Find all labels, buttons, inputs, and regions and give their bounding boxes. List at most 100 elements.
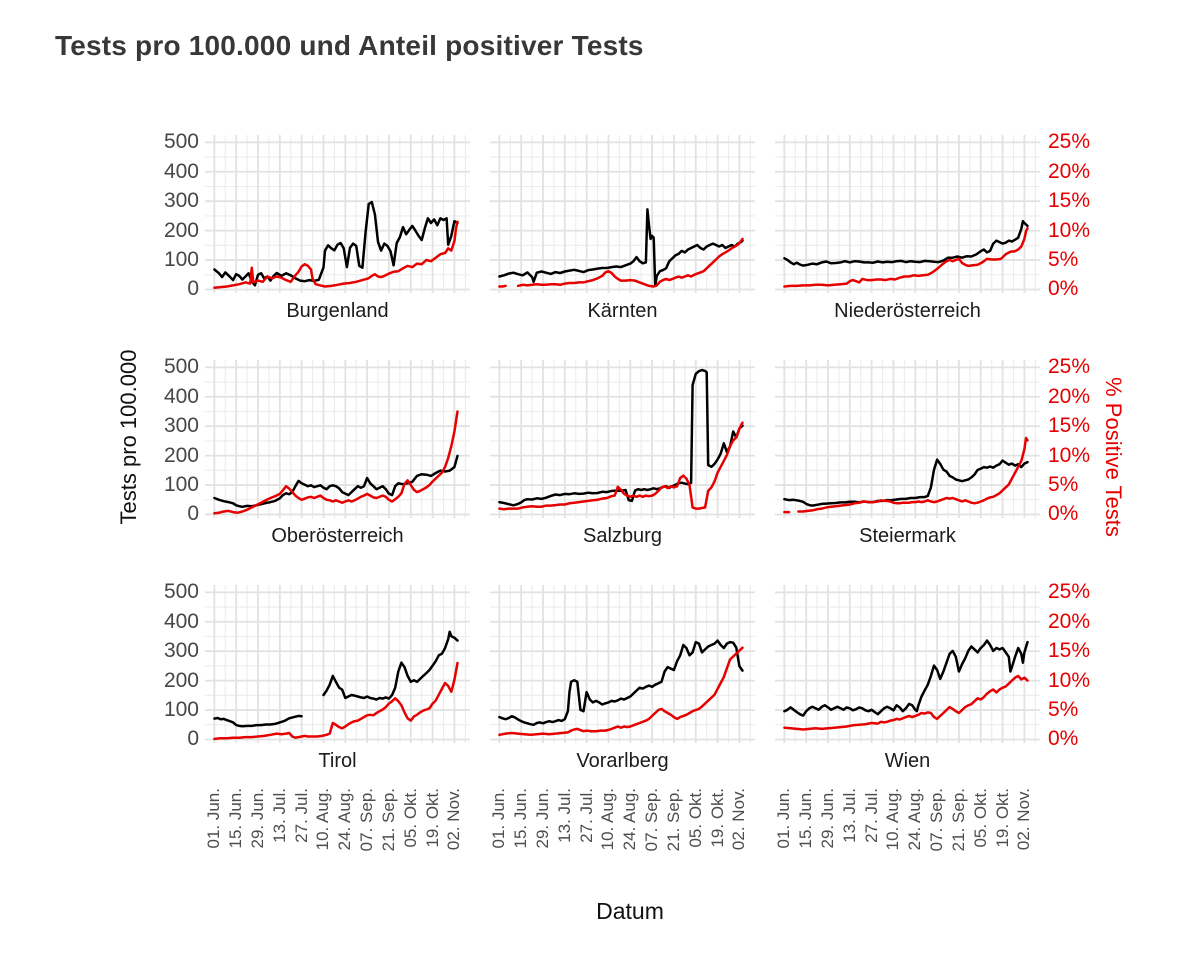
x-tick-label: 02. Nov. xyxy=(1014,788,1034,851)
positive-rate-line xyxy=(213,410,459,515)
tests-line xyxy=(783,219,1029,267)
x-tick-label: 21. Sep. xyxy=(663,788,683,852)
y-tick-left: 300 xyxy=(163,639,199,663)
facet-panel-burgenland xyxy=(205,135,470,293)
positive-rate-line xyxy=(498,421,744,511)
y-tick-left: 300 xyxy=(163,189,199,213)
y-tick-left: 0 xyxy=(187,502,199,526)
positive-rate-line xyxy=(498,284,507,288)
y-tick-right: 0% xyxy=(1048,502,1079,526)
facet-label: Burgenland xyxy=(286,300,389,322)
x-tick-label: 10. Aug. xyxy=(313,788,333,851)
facet-panel-tirol xyxy=(205,585,470,743)
x-tick-label: 15. Jun. xyxy=(796,788,816,849)
y-tick-left: 400 xyxy=(163,609,199,633)
facet-chart xyxy=(490,360,755,518)
x-tick-label: 27. Jul. xyxy=(576,788,596,843)
x-tick-label: 01. Jun. xyxy=(774,788,794,849)
facet-chart xyxy=(205,585,470,743)
tests-line xyxy=(213,714,303,728)
left-axis-title: Tests pro 100.000 xyxy=(116,349,141,525)
tests-line xyxy=(213,454,459,509)
tests-line xyxy=(783,458,1029,507)
x-tick-label: 19. Okt. xyxy=(992,788,1012,848)
facet-chart xyxy=(205,135,470,293)
tests-line xyxy=(213,200,459,287)
x-tick-label: 02. Nov. xyxy=(444,788,464,851)
tests-line xyxy=(498,368,744,507)
y-tick-left: 400 xyxy=(163,159,199,183)
y-tick-right: 10% xyxy=(1048,218,1091,242)
x-tick-label: 19. Okt. xyxy=(422,788,442,848)
y-tick-left: 200 xyxy=(163,218,199,242)
facet-label: Vorarlberg xyxy=(576,750,669,772)
facet-label: Wien xyxy=(884,750,931,772)
facet-label: Salzburg xyxy=(583,525,662,547)
positive-rate-line xyxy=(213,220,459,289)
positive-rate-line xyxy=(783,674,1029,731)
facet-chart xyxy=(775,585,1040,743)
x-tick-label: 19. Okt. xyxy=(707,788,727,848)
facet-label: Niederösterreich xyxy=(834,300,981,322)
x-tick-label: 13. Jul. xyxy=(269,788,289,843)
y-tick-right: 5% xyxy=(1048,248,1079,272)
x-tick-label: 29. Jun. xyxy=(248,788,267,849)
positive-rate-line xyxy=(498,646,744,737)
x-tick-label: 24. Aug. xyxy=(905,788,925,851)
facet-chart xyxy=(775,135,1040,293)
tests-line xyxy=(783,639,1029,717)
y-tick-right: 25% xyxy=(1048,580,1091,604)
x-tick-label: 13. Jul. xyxy=(554,788,574,843)
y-tick-left: 200 xyxy=(163,443,199,467)
x-tick-label: 01. Jun. xyxy=(204,788,224,849)
facet-chart xyxy=(490,135,755,293)
y-tick-left: 400 xyxy=(163,384,199,408)
x-tick-label: 27. Jul. xyxy=(861,788,881,843)
y-tick-right: 0% xyxy=(1048,727,1079,751)
y-tick-right: 0% xyxy=(1048,277,1079,301)
y-tick-right: 20% xyxy=(1048,159,1091,183)
facet-panel-niederoesterreich xyxy=(775,135,1040,293)
y-tick-right: 15% xyxy=(1048,639,1091,663)
x-tick-label: 07. Sep. xyxy=(357,788,377,852)
y-tick-left: 0 xyxy=(187,277,199,301)
tests-line xyxy=(498,208,744,288)
y-tick-right: 10% xyxy=(1048,668,1091,692)
positive-rate-line xyxy=(213,661,459,741)
facet-panel-steiermark xyxy=(775,360,1040,518)
tests-line xyxy=(498,639,744,727)
x-tick-label: 15. Jun. xyxy=(511,788,531,849)
y-tick-left: 100 xyxy=(163,698,199,722)
x-tick-label: 24. Aug. xyxy=(620,788,640,851)
x-tick-label: 05. Okt. xyxy=(685,788,705,848)
chart-title: Tests pro 100.000 und Anteil positiver T… xyxy=(55,30,644,61)
y-tick-left: 500 xyxy=(163,355,199,379)
x-tick-label: 10. Aug. xyxy=(598,788,618,851)
y-tick-left: 200 xyxy=(163,668,199,692)
y-tick-left: 500 xyxy=(163,580,199,604)
x-tick-label: 21. Sep. xyxy=(948,788,968,852)
y-tick-right: 10% xyxy=(1048,443,1091,467)
y-tick-left: 100 xyxy=(163,473,199,497)
x-tick-label: 07. Sep. xyxy=(927,788,947,852)
y-tick-right: 20% xyxy=(1048,609,1091,633)
y-tick-right: 25% xyxy=(1048,130,1091,154)
y-tick-right: 20% xyxy=(1048,384,1091,408)
facet-label: Oberösterreich xyxy=(271,525,404,547)
x-tick-label: 21. Sep. xyxy=(378,788,398,852)
facet-label: Steiermark xyxy=(859,525,956,547)
tests-line xyxy=(322,630,459,701)
x-tick-label: 29. Jun. xyxy=(533,788,552,849)
x-tick-label: 05. Okt. xyxy=(970,788,990,848)
positive-rate-line xyxy=(516,237,744,288)
positive-rate-line xyxy=(797,436,1029,513)
positive-rate-line xyxy=(783,227,1029,288)
facet-label: Kärnten xyxy=(587,300,658,322)
x-tick-label: 29. Jun. xyxy=(818,788,837,849)
x-tick-label: 05. Okt. xyxy=(400,788,420,848)
x-tick-label: 10. Aug. xyxy=(883,788,903,851)
x-tick-label: 15. Jun. xyxy=(226,788,246,849)
facet-chart xyxy=(490,585,755,743)
facet-chart xyxy=(205,360,470,518)
